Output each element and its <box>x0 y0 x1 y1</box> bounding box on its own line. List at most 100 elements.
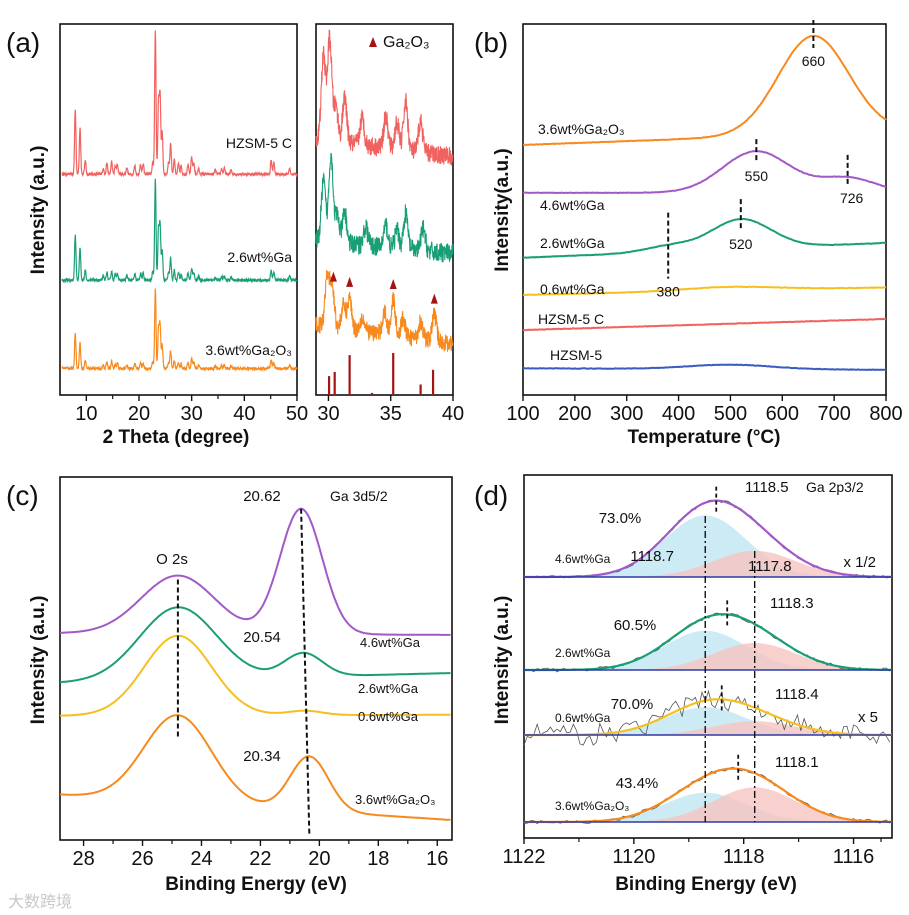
panel-label-c: (c) <box>6 480 39 511</box>
lower-be-center-label: 1117.8 <box>748 558 792 575</box>
panel-b-xlabel: Temperature (°C) <box>628 427 781 448</box>
panel-b-x-tick-label: 600 <box>766 403 799 425</box>
panel-a-x-tick-label: 50 <box>286 403 308 425</box>
tpd-curve <box>522 363 887 371</box>
scale-multiplier: x 1/2 <box>843 554 876 571</box>
panel-b-ylabel: Intensity(a.u.) <box>492 148 513 272</box>
higher-be-center-label: 1118.7 <box>630 548 674 565</box>
ga3d-shift-marker <box>300 508 311 836</box>
panel-d-x-tick-label: 1116 <box>833 846 875 868</box>
higher-be-component <box>524 630 892 670</box>
subpanel-series-label: 0.6wt%Ga <box>555 711 611 725</box>
panel-d-frame <box>523 474 893 839</box>
panel-a-inset-x-tick-label: 40 <box>442 403 464 425</box>
ga3d-peak-label: 20.62 <box>243 488 281 505</box>
fit-peak-label: 1118.4 <box>775 686 819 703</box>
panel-label-b: (b) <box>474 27 508 58</box>
xrd-curve <box>61 178 298 284</box>
panel-b-x-tick-label: 700 <box>817 403 850 425</box>
panel-a-xlabel: 2 Theta (degree) <box>103 427 250 448</box>
tpd-curve <box>522 317 887 332</box>
ga2o3-marker-icon <box>430 293 438 304</box>
legend-ga2o3: Ga₂O₃ <box>383 34 430 51</box>
xps-series-label: 0.6wt%Ga <box>358 709 419 724</box>
tpd-peak-label: 520 <box>729 236 753 252</box>
panel-label-a: (a) <box>6 27 40 58</box>
panel-a-x-tick-label: 10 <box>75 403 97 425</box>
panel-a-x-tick-label: 20 <box>128 403 150 425</box>
xrd-curve <box>61 30 298 178</box>
panel-c-xlabel: Binding Energy (eV) <box>165 874 347 895</box>
tpd-curve <box>522 217 887 259</box>
panel-b-x-tick-label: 200 <box>558 403 591 425</box>
tpd-peak-label: 380 <box>657 284 681 300</box>
fit-peak-label: 1118.1 <box>775 754 819 771</box>
ga2o3-marker-icon <box>329 271 337 282</box>
xrd-inset-curve <box>315 152 454 263</box>
ga2o3-marker-icon <box>346 276 354 287</box>
xrd-series-label: 2.6wt%Ga <box>227 249 292 265</box>
fit-peak-label: 1118.5 <box>745 479 789 496</box>
component-percent: 43.4% <box>616 775 659 792</box>
tpd-peak-label: 726 <box>840 190 864 206</box>
panel-a-ylabel: Intensity (a.u.) <box>28 146 49 275</box>
component-percent: 70.0% <box>611 696 654 713</box>
panel-c-x-tick-label: 16 <box>426 848 448 870</box>
ga3d-peak-label: 20.54 <box>243 629 281 646</box>
xps-curve <box>60 507 451 636</box>
xrd-curve <box>61 288 298 373</box>
xps-curve <box>59 634 451 717</box>
tpd-series-label: 0.6wt%Ga <box>540 281 605 297</box>
lower-be-component <box>524 787 892 822</box>
panel-d-ylabel: Intensity (a.u.) <box>492 596 513 725</box>
panel-a-inset-x-tick-label: 30 <box>317 403 339 425</box>
xps-curve <box>59 714 451 821</box>
watermark: 大数跨境 <box>8 892 73 911</box>
panel-c-x-tick-label: 20 <box>308 848 330 870</box>
scale-multiplier: x 5 <box>858 709 878 726</box>
xrd-series-label: 3.6wt%Ga₂O₃ <box>205 342 292 358</box>
panel-c-x-tick-label: 28 <box>72 848 94 870</box>
panel-c-x-tick-label: 22 <box>249 848 271 870</box>
panel-c-title: Ga 3d5/2 <box>330 488 388 504</box>
panel-a-main-frame <box>59 23 298 396</box>
lower-be-component <box>524 721 892 735</box>
ga3d-peak-label: 20.34 <box>243 748 281 765</box>
xrd-inset-curve <box>315 269 454 352</box>
panel-b-x-tick-label: 100 <box>506 403 539 425</box>
panel-b-x-tick-label: 300 <box>610 403 643 425</box>
xrd-inset-curve <box>315 29 454 166</box>
xps-series-label: 3.6wt%Ga₂O₃ <box>355 792 435 807</box>
fit-peak-label: 1118.3 <box>770 595 814 612</box>
tpd-series-label: 3.6wt%Ga₂O₃ <box>538 121 625 137</box>
tpd-curve <box>522 149 887 195</box>
tpd-peak-label: 660 <box>802 53 826 69</box>
lower-be-component <box>524 550 892 577</box>
panel-a-inset-frame <box>315 23 454 396</box>
tpd-series-label: 4.6wt%Ga <box>540 197 605 213</box>
tpd-series-label: HZSM-5 C <box>538 311 604 327</box>
panel-d-x-tick-label: 1118 <box>723 846 765 868</box>
tpd-curve <box>522 285 887 297</box>
panel-c-x-tick-label: 26 <box>131 848 153 870</box>
panel-c-ylabel: Intensity (a.u.) <box>28 596 49 725</box>
panel-c-x-tick-label: 24 <box>190 848 212 870</box>
panel-b-x-tick-label: 500 <box>714 403 747 425</box>
higher-be-component <box>524 707 892 735</box>
subpanel-series-label: 2.6wt%Ga <box>555 646 611 660</box>
component-percent: 60.5% <box>614 617 657 634</box>
panel-a-x-tick-label: 40 <box>233 403 255 425</box>
panel-c-frame <box>59 476 453 841</box>
o2s-label: O 2s <box>156 551 188 568</box>
lower-be-component <box>524 643 892 670</box>
ga2o3-marker-icon <box>389 278 397 289</box>
panel-b-x-tick-label: 800 <box>869 403 902 425</box>
panel-c-x-tick-label: 18 <box>367 848 389 870</box>
tpd-series-label: HZSM-5 <box>550 347 602 363</box>
tpd-curve <box>523 34 887 146</box>
xps-series-label: 4.6wt%Ga <box>360 635 421 650</box>
panel-d-xlabel: Binding Energy (eV) <box>615 874 797 895</box>
panel-b-x-tick-label: 400 <box>662 403 695 425</box>
panel-d-title: Ga 2p3/2 <box>806 479 864 495</box>
